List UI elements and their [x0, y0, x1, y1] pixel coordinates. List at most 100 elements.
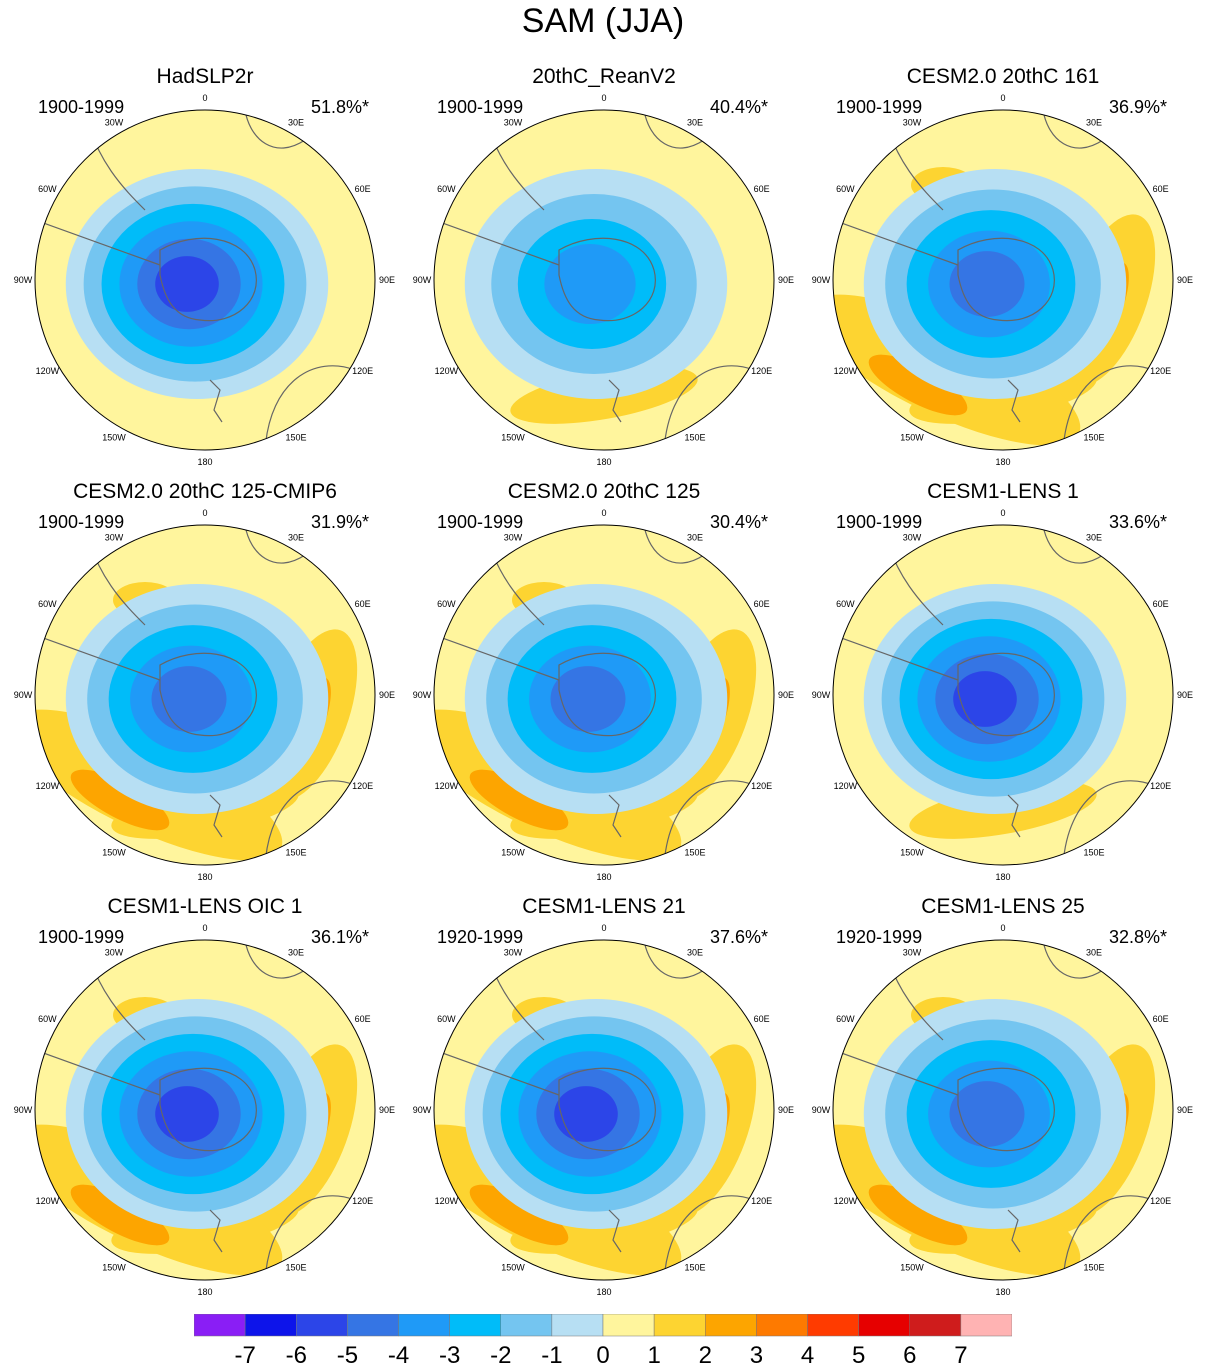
longitude-label: 90E [778, 690, 794, 700]
longitude-label: 30W [903, 947, 922, 957]
panel-period: 1900-1999 [836, 512, 923, 532]
map-panel: CESM2.0 20thC 125-CMIP6 1900-1999 31.9%* 0 3… [5, 480, 405, 895]
longitude-label: 90E [778, 275, 794, 285]
longitude-label: 150W [501, 848, 525, 858]
antarctica-coast [957, 237, 1055, 322]
longitude-label: 150E [1083, 1263, 1104, 1273]
longitude-label: 30E [288, 532, 304, 542]
longitude-label: 150W [102, 848, 126, 858]
south-america-coast [434, 219, 560, 266]
longitude-label: 60W [836, 184, 855, 194]
negative-anomaly [949, 251, 1025, 317]
south-america-coast [35, 634, 161, 681]
map-border [433, 939, 775, 1281]
colorbar-tick-label: 3 [749, 1342, 764, 1369]
longitude-label: 120E [751, 366, 772, 376]
longitude-label: 120W [435, 1196, 459, 1206]
longitude-label: 180 [197, 457, 212, 467]
longitude-label: 60W [437, 1014, 456, 1024]
polar-map: 0 30E 60E 90E 120E 150E 180 150W 120W 90W 60W 30W [413, 508, 794, 882]
longitude-label: 0 [202, 93, 207, 103]
longitude-label: 180 [197, 1287, 212, 1297]
longitude-label: 120W [36, 1196, 60, 1206]
longitude-label: 30W [903, 532, 922, 542]
longitude-label: 120E [352, 1196, 373, 1206]
longitude-label: 90E [1177, 1105, 1193, 1115]
south-america-coast [833, 219, 959, 266]
longitude-label: 60E [355, 184, 371, 194]
map-border [832, 524, 1174, 866]
australia-coast [663, 1195, 755, 1280]
panel-title: CESM1-LENS OIC 1 [107, 895, 303, 918]
longitude-label: 150E [684, 1263, 705, 1273]
coastlines [833, 525, 1154, 865]
colorbar-tick-label: -2 [490, 1342, 512, 1369]
longitude-label: 90E [1177, 690, 1193, 700]
negative-anomaly [554, 1086, 618, 1142]
south-america-coast [434, 634, 560, 681]
colorbar-swatch [398, 1314, 450, 1337]
panel-title: CESM2.0 20thC 161 [906, 65, 1100, 88]
colorbar-swatch [705, 1314, 757, 1337]
map-border [433, 524, 775, 866]
positive-anomaly [469, 769, 569, 831]
polar-map: 0 30E 60E 90E 120E 150E 180 150W 120W 90W 60W 30W [14, 93, 395, 467]
panel-period: 1900-1999 [38, 927, 125, 947]
longitude-label: 180 [197, 872, 212, 882]
negative-anomaly [155, 1086, 219, 1142]
colorbar-tick-label: -5 [336, 1342, 359, 1369]
positive-anomaly [469, 1184, 569, 1246]
longitude-label: 90W [413, 1105, 432, 1115]
longitude-label: 120E [352, 781, 373, 791]
longitude-label: 90W [812, 275, 831, 285]
longitude-label: 60E [1153, 599, 1169, 609]
new-zealand-coast [1007, 379, 1021, 423]
longitude-label: 0 [1000, 923, 1005, 933]
panel-variance-percent: 31.9%* [310, 512, 369, 532]
polar-map: 0 30E 60E 90E 120E 150E 180 150W 120W 90W 60W 30W [812, 508, 1193, 882]
panel-title: 20thC_ReanV2 [532, 65, 676, 88]
longitude-label: 120E [1150, 781, 1171, 791]
longitude-label: 60W [437, 184, 456, 194]
longitude-label: 60W [836, 599, 855, 609]
negative-anomaly [949, 1081, 1025, 1147]
panel-title: HadSLP2r [156, 65, 254, 88]
positive-anomaly [70, 1184, 170, 1246]
colorbar-swatch [858, 1314, 910, 1337]
longitude-label: 60W [38, 1014, 57, 1024]
new-zealand-coast [209, 1209, 223, 1253]
colorbar-swatch [756, 1314, 808, 1337]
panel-title: CESM1-LENS 1 [927, 480, 1079, 503]
longitude-label: 180 [995, 457, 1010, 467]
colorbar-swatch [296, 1314, 348, 1337]
polar-map: 0 30E 60E 90E 120E 150E 180 150W 120W 90W 60W 30W [14, 923, 395, 1297]
panel-title: CESM1-LENS 21 [522, 895, 686, 918]
map-border [433, 109, 775, 451]
panel-variance-percent: 36.1%* [310, 927, 369, 947]
longitude-label: 120W [435, 781, 459, 791]
panel-period: 1900-1999 [38, 97, 125, 117]
longitude-label: 60E [1153, 184, 1169, 194]
australia-coast [1062, 1195, 1154, 1280]
new-zealand-coast [1007, 1209, 1021, 1253]
africa-coast [1042, 940, 1104, 979]
new-zealand-coast [1007, 794, 1021, 838]
longitude-label: 150W [102, 1263, 126, 1273]
longitude-label: 0 [601, 923, 606, 933]
longitude-label: 30W [105, 947, 124, 957]
longitude-label: 90W [14, 275, 33, 285]
panel-variance-percent: 36.9%* [1108, 97, 1167, 117]
longitude-label: 120E [1150, 366, 1171, 376]
panel-variance-percent: 51.8%* [310, 97, 369, 117]
longitude-label: 120W [834, 366, 858, 376]
positive-anomaly [70, 769, 170, 831]
australia-coast [663, 365, 755, 450]
polar-map: 0 30E 60E 90E 120E 150E 180 150W 120W 90W 60W 30W [413, 923, 794, 1297]
longitude-label: 0 [1000, 93, 1005, 103]
polar-map: 0 30E 60E 90E 120E 150E 180 150W 120W 90W 60W 30W [812, 93, 1193, 467]
longitude-label: 30W [504, 532, 523, 542]
africa-coast [643, 525, 705, 564]
longitude-label: 120E [352, 366, 373, 376]
longitude-label: 150W [501, 1263, 525, 1273]
longitude-label: 150W [900, 848, 924, 858]
